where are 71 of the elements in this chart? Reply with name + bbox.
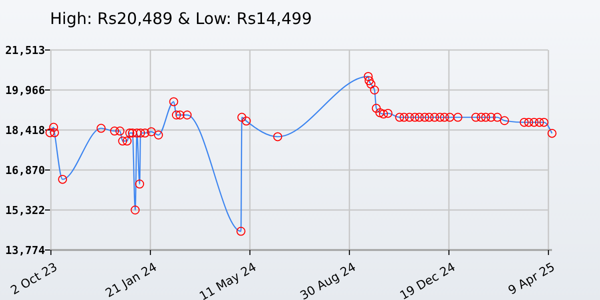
point <box>435 112 444 122</box>
point <box>524 118 534 127</box>
y-tick-label: 13,774 <box>5 244 46 257</box>
point <box>118 136 128 146</box>
point <box>136 128 146 138</box>
point <box>375 108 384 118</box>
point <box>135 180 144 189</box>
point <box>372 104 381 113</box>
point <box>49 122 58 132</box>
point <box>410 112 420 122</box>
point <box>182 110 192 120</box>
point <box>420 112 430 122</box>
y-tick-label: 16,870 <box>5 164 45 177</box>
point <box>400 112 409 122</box>
point <box>445 112 454 122</box>
point <box>130 205 140 214</box>
point <box>115 126 124 136</box>
x-tick-label: 2 Oct 23 <box>8 260 60 298</box>
point <box>500 116 509 126</box>
y-tick-label: 15,322 <box>5 204 45 217</box>
point <box>50 128 59 138</box>
point <box>476 112 486 122</box>
point <box>146 127 156 136</box>
point <box>58 174 68 184</box>
point <box>237 112 246 122</box>
y-tick-label: 21,513 <box>5 44 45 57</box>
point <box>132 128 142 138</box>
point <box>486 112 496 122</box>
point <box>548 128 556 138</box>
point <box>125 128 134 138</box>
point <box>242 116 251 126</box>
point <box>128 128 137 138</box>
x-tick-label: 11 May 24 <box>197 260 259 300</box>
point <box>530 118 539 127</box>
point <box>539 118 548 127</box>
x-tick-label: 9 Apr 25 <box>506 260 558 298</box>
point <box>236 226 246 236</box>
point <box>154 130 163 140</box>
point <box>404 112 414 122</box>
point <box>110 126 120 136</box>
point <box>366 80 376 89</box>
point <box>492 112 502 122</box>
point <box>453 112 462 122</box>
point <box>140 128 150 138</box>
point <box>273 132 282 142</box>
y-tick-label: 19,966 <box>5 84 46 97</box>
point <box>370 86 380 95</box>
point <box>175 110 184 120</box>
point <box>440 112 449 122</box>
x-tick-label: 21 Jan 24 <box>103 260 160 300</box>
point <box>534 118 544 127</box>
point <box>46 128 54 138</box>
point <box>520 118 529 127</box>
x-tick-label: 19 Dec 24 <box>397 260 458 300</box>
point <box>430 112 440 122</box>
point <box>471 112 480 122</box>
point <box>96 124 106 133</box>
point <box>364 76 374 86</box>
chart-title: High: Rs20,489 & Low: Rs14,499 <box>50 9 312 28</box>
point <box>378 110 388 119</box>
point <box>364 72 373 81</box>
x-tick-label: 30 Aug 24 <box>298 260 358 300</box>
point <box>169 97 178 106</box>
point <box>172 110 181 120</box>
point <box>481 112 490 122</box>
point <box>424 112 434 122</box>
point <box>414 112 424 122</box>
point <box>122 136 132 146</box>
point <box>383 108 392 118</box>
y-tick-label: 18,418 <box>5 124 45 137</box>
point <box>395 112 404 122</box>
